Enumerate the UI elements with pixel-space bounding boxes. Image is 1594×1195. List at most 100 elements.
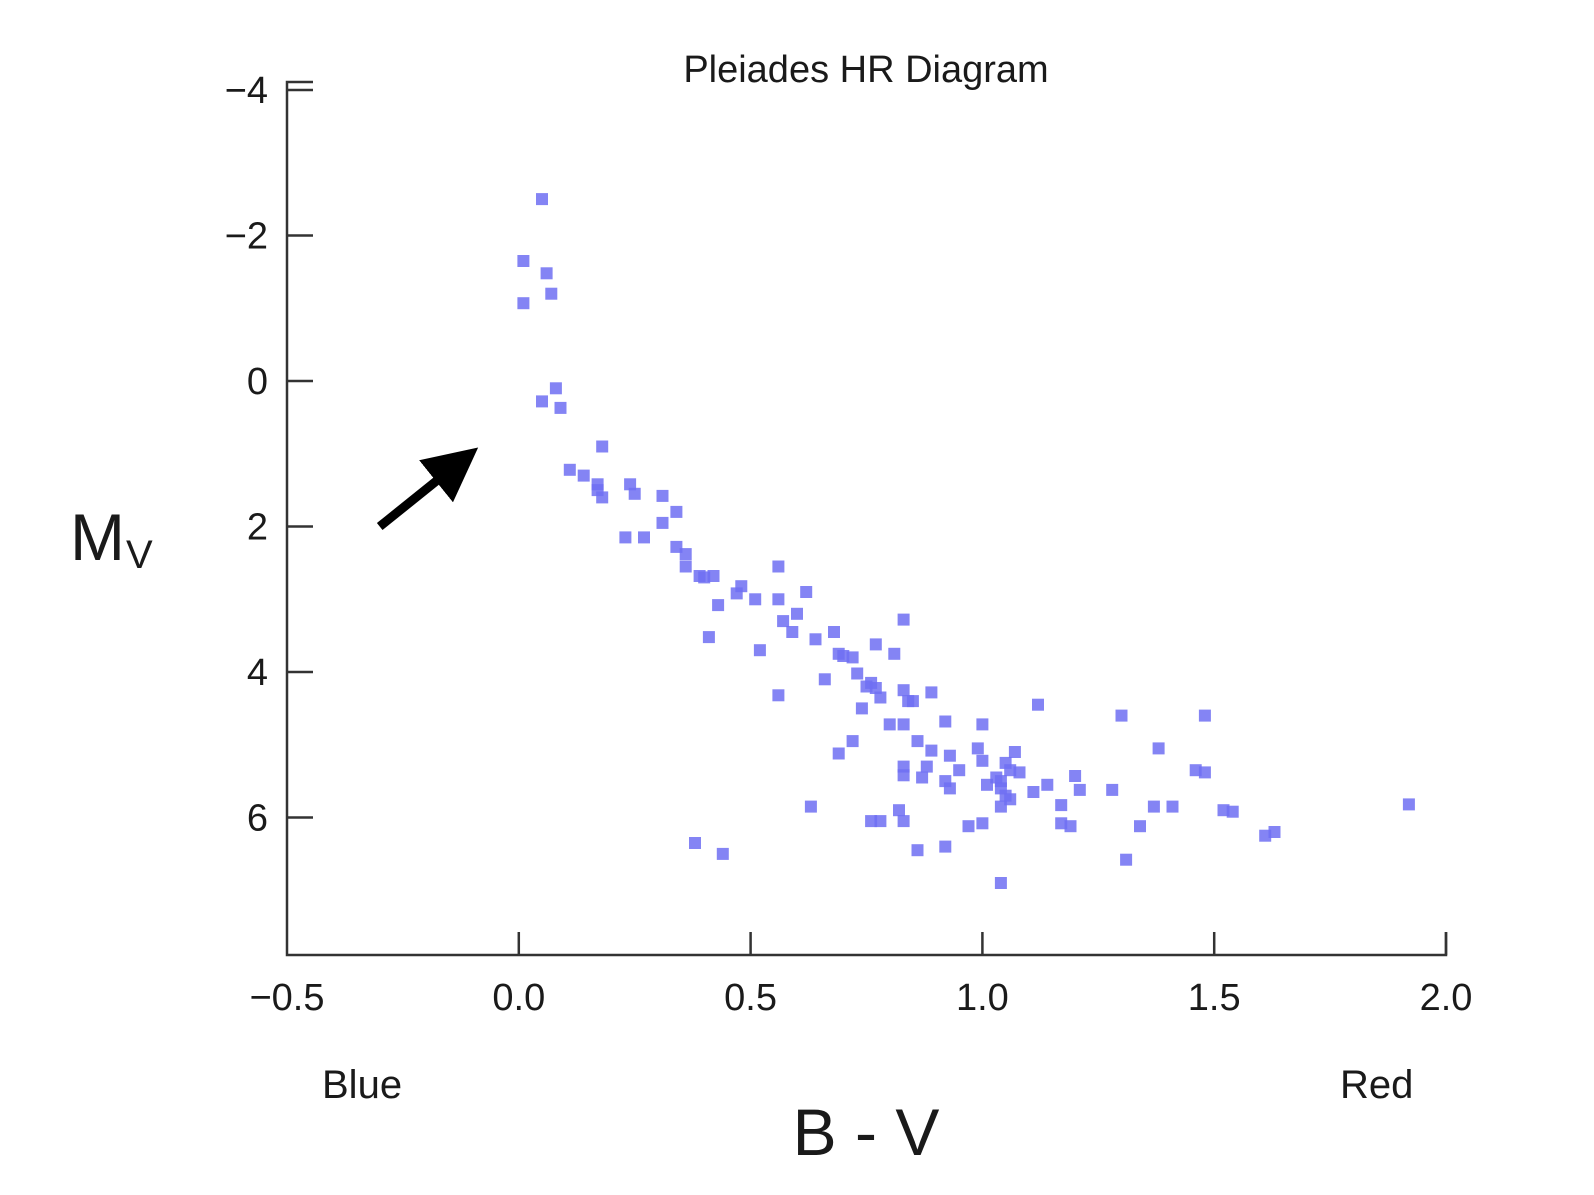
data-point (749, 593, 762, 606)
y-ticks: −4 −2 0 2 4 6 (225, 70, 313, 840)
data-point (897, 684, 910, 697)
y-tick-label: 6 (247, 798, 268, 840)
data-point (772, 689, 785, 702)
data-point (851, 667, 864, 680)
y-axis-title: M V (70, 500, 153, 577)
data-point (962, 820, 975, 833)
data-point (1166, 800, 1179, 813)
data-point (1198, 709, 1211, 722)
data-point (925, 686, 938, 699)
data-point (638, 531, 650, 544)
x-tick-label: −0.5 (249, 977, 324, 1019)
data-point (994, 800, 1007, 813)
data-point (883, 718, 896, 731)
data-point (897, 718, 910, 731)
data-point (554, 401, 567, 414)
data-point (897, 769, 910, 782)
data-point (1259, 829, 1272, 842)
data-point (1027, 786, 1040, 798)
x-axis-red-label: Red (1340, 1063, 1413, 1107)
data-point (846, 651, 859, 664)
data-point (716, 847, 729, 860)
data-point (702, 631, 715, 644)
annotation-arrow (376, 447, 479, 531)
y-axis-title-subscript: V (126, 533, 153, 577)
data-point (897, 613, 910, 626)
data-point (1106, 783, 1119, 796)
data-point (828, 626, 840, 638)
data-point (536, 193, 548, 206)
data-point (943, 749, 956, 762)
data-point (888, 647, 901, 660)
data-point (772, 593, 785, 606)
data-point (624, 478, 637, 491)
data-point (540, 267, 553, 280)
data-point (818, 673, 831, 686)
data-point (911, 844, 924, 857)
data-point (1064, 820, 1077, 833)
data-point (753, 644, 766, 657)
data-point (712, 599, 725, 612)
y-tick-label: −2 (225, 216, 268, 258)
x-tick-label: 0.5 (724, 977, 777, 1019)
data-point (1402, 798, 1415, 811)
data-point (772, 560, 785, 573)
data-point (874, 815, 887, 828)
data-point (976, 718, 989, 731)
data-point (897, 815, 910, 828)
data-point (791, 607, 803, 620)
y-tick-label: 4 (247, 652, 268, 694)
data-point (804, 800, 817, 813)
data-point (1134, 820, 1146, 833)
data-point (1152, 742, 1165, 755)
data-point (874, 691, 887, 704)
data-point (1055, 799, 1068, 812)
y-axis-title-main: M (70, 500, 125, 574)
data-point (656, 489, 669, 502)
data-point (1268, 826, 1281, 838)
x-tick-label: 0.0 (492, 977, 545, 1019)
data-point (943, 782, 956, 795)
data-point (549, 382, 562, 395)
data-point (911, 735, 924, 748)
y-tick-label: 2 (247, 507, 268, 549)
x-tick-label: 1.5 (1188, 977, 1241, 1019)
data-point (1189, 764, 1202, 777)
data-point (981, 778, 993, 791)
data-point (953, 764, 966, 777)
data-point (1198, 766, 1211, 779)
y-tick-label: −4 (225, 70, 268, 112)
data-point (707, 570, 720, 582)
data-point (939, 840, 952, 853)
data-point (656, 516, 669, 529)
data-point (689, 837, 701, 849)
x-axis-title: B - V (793, 1095, 940, 1169)
data-point (596, 440, 609, 453)
y-tick-label: 0 (247, 361, 268, 403)
data-point (536, 395, 548, 408)
data-point (1004, 764, 1017, 777)
data-point (1013, 766, 1026, 779)
data-point (730, 587, 743, 600)
x-ticks: −0.5 0.0 0.5 1.0 1.5 2.0 (249, 932, 1472, 1019)
data-point (971, 742, 984, 755)
data-point (837, 650, 850, 662)
data-point (976, 754, 989, 767)
data-point (1073, 783, 1086, 796)
data-point (1226, 805, 1239, 818)
data-point (869, 638, 882, 651)
data-point (577, 469, 590, 482)
data-point (517, 255, 530, 267)
data-point (893, 804, 905, 817)
data-point (563, 463, 576, 476)
data-point (777, 615, 790, 628)
data-point (920, 760, 933, 773)
data-point (679, 548, 692, 561)
data-point (916, 771, 929, 784)
data-point (698, 571, 711, 584)
x-axis-blue-label: Blue (322, 1063, 402, 1107)
data-point (670, 540, 683, 553)
data-point (800, 586, 813, 598)
data-point (809, 633, 822, 646)
